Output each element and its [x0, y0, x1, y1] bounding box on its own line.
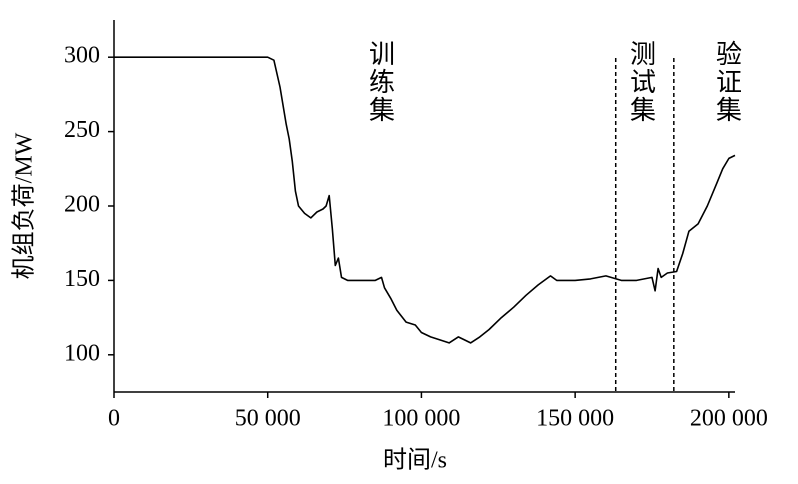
x-tick-label: 0	[108, 406, 120, 432]
y-tick-label: 300	[64, 43, 100, 69]
x-tick-label: 50 000	[235, 406, 301, 432]
y-tick-label: 250	[64, 117, 100, 143]
x-tick-label: 100 000	[382, 406, 460, 432]
line	[114, 56, 736, 344]
x-axis-label: 时间/s	[383, 447, 447, 474]
y-axis-label: 机组负荷/MW	[11, 132, 38, 279]
x-tick-label: 200 000	[690, 406, 768, 432]
x-tick-label: 150 000	[536, 406, 614, 432]
y-tick-label: 150	[64, 266, 100, 292]
y-tick-label: 200	[64, 192, 100, 218]
region-label: 训练集	[366, 40, 395, 124]
region-label: 测试集	[627, 40, 656, 124]
region-label: 验证集	[713, 40, 742, 124]
y-tick-label: 100	[64, 340, 100, 366]
